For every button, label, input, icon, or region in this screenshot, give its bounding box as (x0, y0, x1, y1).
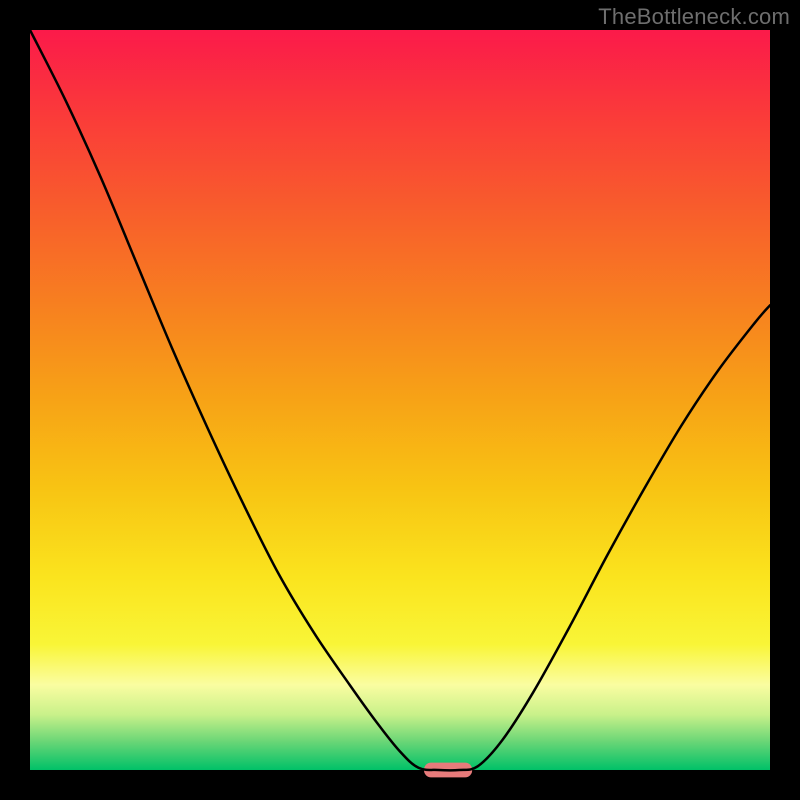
watermark-text: TheBottleneck.com (598, 4, 790, 30)
plot-background (30, 30, 770, 770)
bottleneck-chart (0, 0, 800, 800)
